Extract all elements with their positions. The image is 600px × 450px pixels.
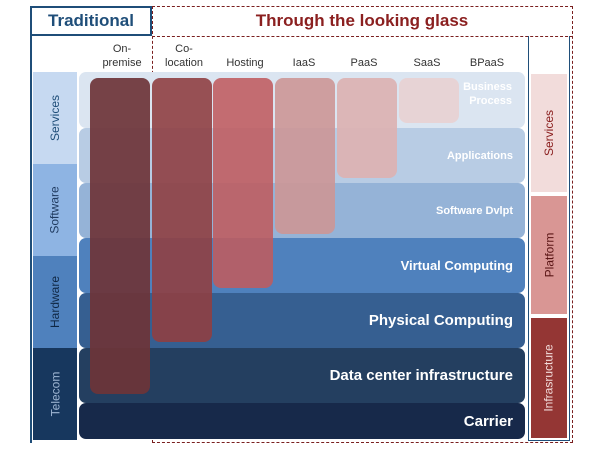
bar-saas	[399, 78, 459, 123]
bar-colocation	[152, 78, 212, 342]
traditional-left-border	[30, 36, 32, 443]
tier-software-left: Software	[33, 164, 77, 256]
traditional-title: Traditional	[48, 11, 134, 30]
looking-glass-title: Through the looking glass	[255, 11, 469, 30]
column-colocation: Co- location	[165, 43, 203, 69]
tier-hardware-left: Hardware	[33, 256, 77, 348]
column-iaas: IaaS	[292, 57, 316, 69]
traditional-header-box	[30, 6, 152, 36]
bar-paas	[337, 78, 397, 178]
right-tier-frame	[528, 36, 570, 441]
tier-services-left: Services	[33, 72, 77, 164]
tier-services-right: Services	[531, 74, 567, 192]
column-bpaas: BPaaS	[469, 57, 505, 69]
looking-glass-divider	[152, 36, 573, 37]
bar-hosting	[213, 78, 273, 288]
layer-carrier: Carrier	[79, 403, 525, 439]
tier-telecom-left: Telecom	[33, 348, 77, 440]
bar-iaas	[275, 78, 335, 234]
tier-platform-right: Platform	[531, 196, 567, 314]
column-onpremise: On- premise	[102, 43, 142, 69]
tier-infrastructure-right: Infrasructure	[531, 318, 567, 438]
column-saas: SaaS	[413, 57, 441, 69]
bar-onpremise	[90, 78, 150, 394]
label-business-process: Business Process	[463, 81, 512, 107]
column-paas: PaaS	[350, 57, 378, 69]
column-hosting: Hosting	[226, 57, 264, 69]
layer-data-center: Data center infrastructure	[79, 348, 525, 403]
